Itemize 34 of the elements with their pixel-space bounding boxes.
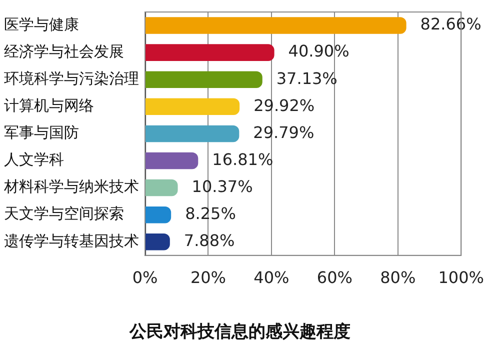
bar [146,44,274,61]
y-tick-label: 医学与健康 [4,15,79,34]
data-label: 29.79% [253,122,314,142]
bar [146,233,170,250]
data-label: 29.92% [254,96,315,115]
bar [146,206,172,224]
y-tick-label: 遗传学与转基因技术 [4,232,139,250]
text: 公民对科技信息的感兴趣程度 [128,322,350,342]
data-label: 40.90% [288,42,350,61]
bar [146,125,240,142]
x-tick-label: 60% [316,268,352,288]
y-tick-label: 计算机与网络 [4,96,94,115]
data-label: 82.66% [420,14,482,34]
data-label: 7.88% [184,231,235,250]
y-tick-label: 材料科学与纳米技术 [3,178,139,196]
data-label: 10.37% [192,176,253,196]
data-label: 16.81% [212,150,274,169]
data-label: 37.13% [276,68,338,88]
y-tick-label: 经济学与社会发展 [4,42,124,60]
x-tick-label: 20% [190,268,226,288]
y-tick-label: 军事与国防 [4,124,79,142]
x-tick-label: 0% [132,268,158,288]
y-tick-label: 天文学与空间探索 [4,204,124,223]
x-tick-label: 80% [380,268,416,288]
y-tick-label: 环境科学与污染治理 [4,70,139,88]
bar [146,71,262,88]
y-tick-label: 人文学科 [4,150,64,169]
x-tick-label: 40% [254,268,290,288]
x-tick-label: 100% [438,268,484,288]
bar [146,17,406,34]
bar [146,98,240,116]
bar [146,152,198,170]
bar [146,179,178,196]
data-label: 8.25% [185,204,236,223]
